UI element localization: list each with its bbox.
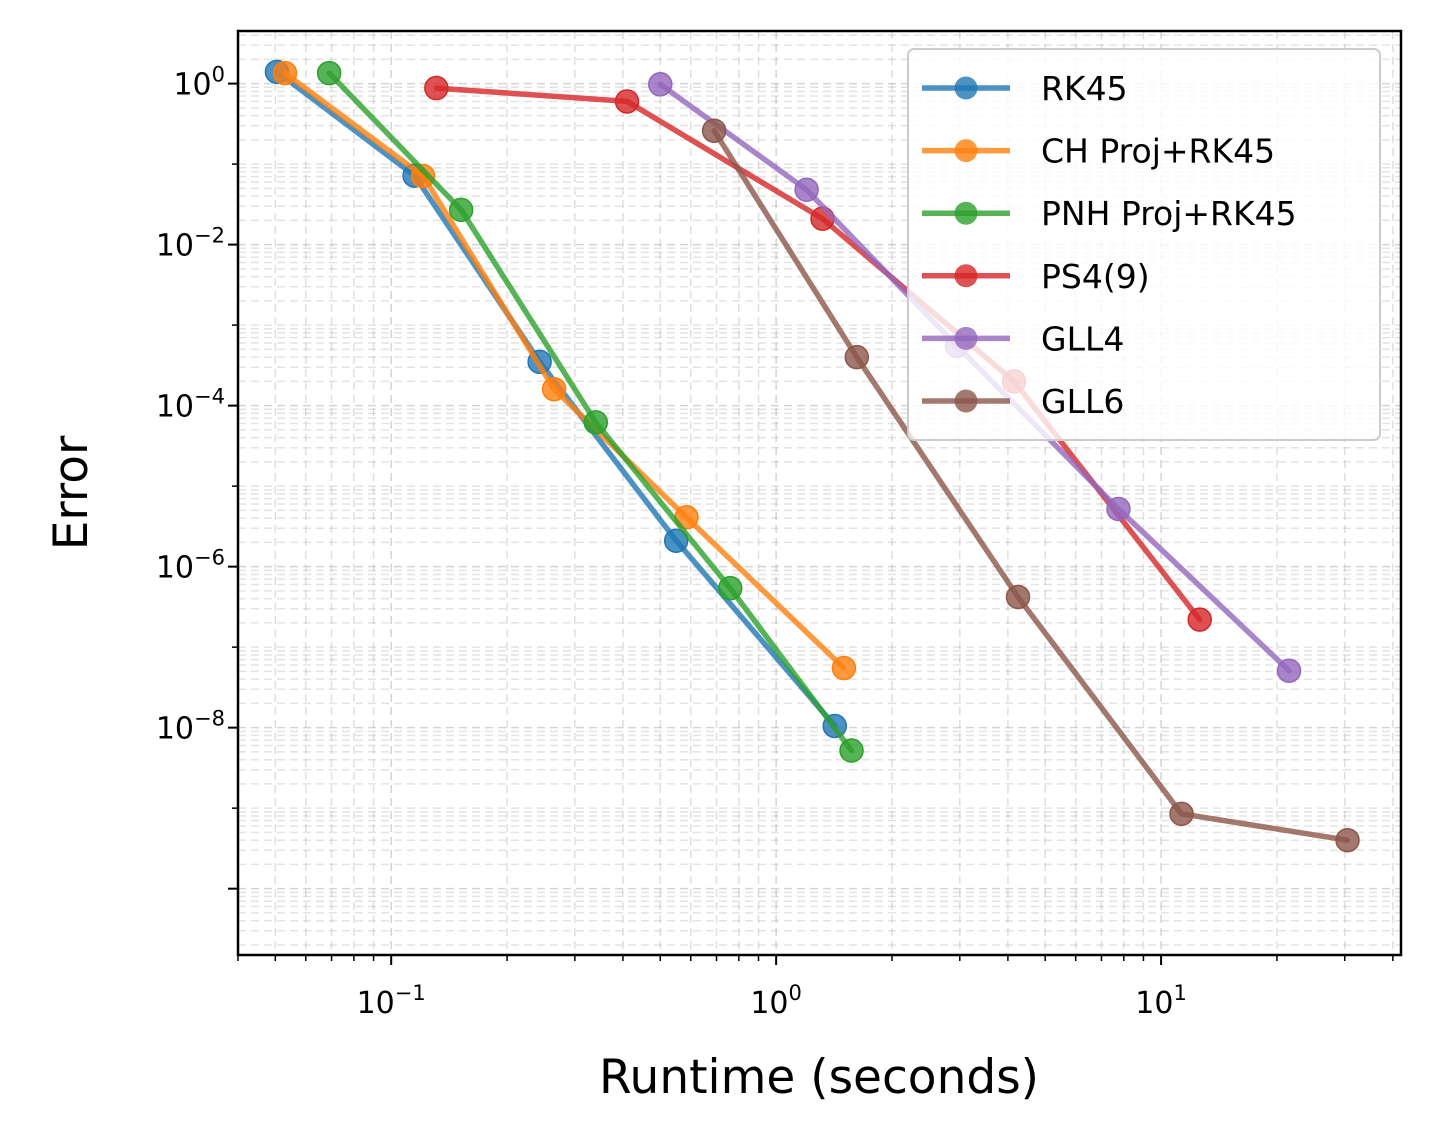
data-point xyxy=(844,344,870,370)
legend-marker xyxy=(954,389,978,413)
legend-item: PS4(9) xyxy=(922,257,1150,296)
series-pnh-proj-rk45 xyxy=(316,60,864,763)
data-point xyxy=(1005,584,1031,610)
data-point xyxy=(1276,658,1302,683)
data-point xyxy=(663,528,689,553)
plot-lines xyxy=(264,59,1360,853)
data-point xyxy=(583,410,609,435)
legend-marker xyxy=(954,139,978,163)
data-point xyxy=(1169,801,1194,827)
data-point xyxy=(701,118,727,143)
data-point xyxy=(1335,827,1360,853)
series-ps4-9- xyxy=(424,75,1212,632)
legend-label: CH Proj+RK45 xyxy=(1041,132,1275,171)
data-point xyxy=(541,376,567,402)
legend-label: PS4(9) xyxy=(1041,257,1150,296)
legend-label: RK45 xyxy=(1041,69,1128,108)
data-point xyxy=(839,738,864,763)
legend-box xyxy=(907,48,1381,441)
x-tick-label: 10−1 xyxy=(357,981,426,1021)
data-point xyxy=(648,72,673,97)
data-point xyxy=(448,197,474,223)
legend-marker xyxy=(954,326,978,350)
y-tick-label: 10−6 xyxy=(156,546,225,586)
y-tick-label: 100 xyxy=(173,63,225,103)
legend-item: GLL6 xyxy=(922,382,1124,421)
legend-item: RK45 xyxy=(922,69,1128,108)
legend-marker xyxy=(954,264,978,288)
legend: RK45 CH Proj+RK45 PNH Proj+RK45 PS4(9) GLL4 G… xyxy=(907,48,1381,441)
x-axis-label: Runtime (seconds) xyxy=(599,1050,1039,1105)
y-tick-label: 10−8 xyxy=(156,707,225,747)
y-tick-label: 10−2 xyxy=(156,224,225,264)
data-point xyxy=(316,60,342,86)
x-tick-label: 101 xyxy=(1135,981,1187,1021)
data-point xyxy=(410,163,436,189)
legend-marker xyxy=(954,201,978,225)
plot-frame xyxy=(236,29,1403,957)
data-point xyxy=(831,655,857,681)
legend-label: GLL4 xyxy=(1041,319,1124,358)
legend-item: CH Proj+RK45 xyxy=(922,132,1275,171)
y-tick-label: 10−4 xyxy=(156,385,225,425)
data-point xyxy=(1106,496,1131,522)
data-point xyxy=(794,177,819,203)
legend-label: GLL6 xyxy=(1041,382,1124,421)
x-tick-label: 100 xyxy=(750,981,802,1021)
data-point xyxy=(718,575,743,601)
legend-label: PNH Proj+RK45 xyxy=(1041,194,1297,233)
data-point xyxy=(614,89,640,114)
legend-item: GLL4 xyxy=(922,319,1124,358)
data-point xyxy=(1187,607,1212,632)
data-point xyxy=(424,75,449,101)
data-point xyxy=(272,60,298,86)
y-axis-label: Error xyxy=(44,435,99,550)
series-gll6 xyxy=(701,118,1360,853)
axis-ticks: 10−1 100 101 100 10−2 10−4 10−6 10−8 xyxy=(156,63,1394,1021)
legend-item: PNH Proj+RK45 xyxy=(922,194,1297,233)
legend-marker xyxy=(954,76,978,100)
